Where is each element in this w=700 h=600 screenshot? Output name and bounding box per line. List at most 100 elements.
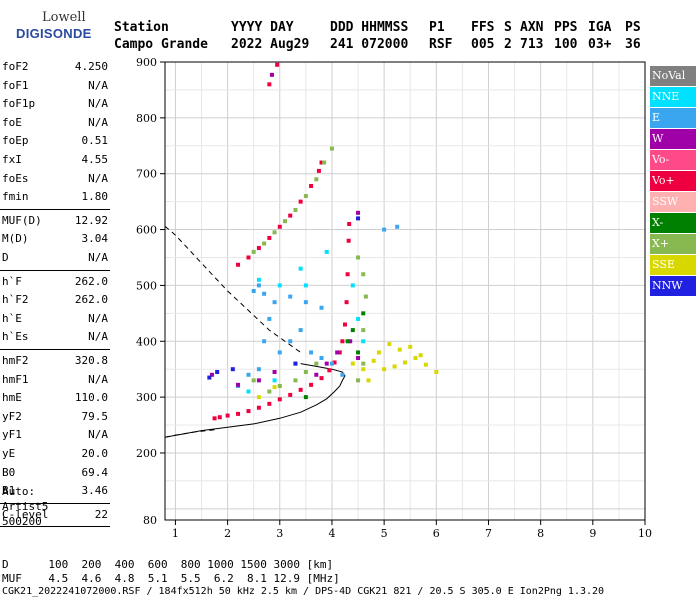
header-date-value: 2022 Aug29 (231, 37, 310, 52)
y-tick-label: 900 (136, 56, 157, 69)
param-value: 110.0 (74, 391, 108, 405)
param-key: MUF(D) (2, 213, 42, 227)
echo-point (366, 378, 371, 383)
profile-dashed-bottom (164, 429, 218, 438)
echo-point (275, 62, 280, 67)
param-key: B0 (2, 465, 16, 479)
param-key: yF2 (2, 409, 22, 423)
echo-point (283, 219, 287, 224)
param-row: foF1 N/A (0, 77, 110, 95)
echo-point (251, 289, 256, 293)
echo-point (267, 389, 272, 394)
echo-point (267, 401, 272, 406)
header-p1-value: RSF (429, 37, 453, 52)
param-key: h`F (2, 274, 22, 288)
profile-dashed-curve (164, 225, 301, 353)
legend-item: SSW (650, 192, 696, 212)
echo-point (314, 361, 319, 366)
header-time-label: DDD HHMMSS (330, 20, 409, 35)
echo-point (356, 210, 361, 215)
echo-point (251, 378, 256, 383)
echo-point (303, 300, 308, 305)
header-axn-value: 713 (520, 37, 544, 52)
param-row: hmF1 N/A (0, 371, 110, 389)
logo-line1: Lowell (42, 10, 86, 25)
digisonde-logo: Lowell DIGISONDE (4, 6, 104, 46)
param-key: D (2, 251, 9, 264)
param-row: hmE 110.0 (0, 389, 110, 407)
echo-point (356, 350, 361, 355)
param-row: yF1 N/A (0, 426, 110, 444)
param-value: 69.4 (81, 465, 109, 479)
param-row: D N/A (0, 249, 110, 267)
echo-point (361, 311, 366, 316)
echo-point (236, 262, 241, 267)
logo-line2: DIGISONDE (16, 26, 92, 41)
param-row: M(D) 3.04 (0, 230, 110, 248)
param-row: hmF2 320.8 (0, 352, 110, 370)
param-key: h`F2 (2, 293, 29, 307)
header-iga-label: IGA (588, 20, 612, 35)
param-key: foE (2, 115, 22, 129)
echo-point (343, 322, 347, 327)
param-value: N/A (88, 171, 108, 185)
echo-point (293, 378, 298, 383)
echo-point (256, 277, 261, 282)
echo-point (423, 362, 428, 367)
param-key: hmF2 (2, 354, 29, 367)
param-key: foEp (2, 134, 29, 148)
echo-point (272, 385, 277, 390)
echo-point (382, 367, 387, 372)
echo-point (246, 409, 251, 414)
echo-point (225, 413, 230, 418)
echo-point (209, 372, 214, 377)
x-tick-label: 6 (433, 527, 440, 540)
echo-point (256, 367, 261, 372)
header-time-value: 241 072000 (330, 37, 409, 52)
legend-item: X- (650, 213, 696, 233)
param-row: h`F2 262.0 (0, 291, 110, 309)
param-row: fxI 4.55 (0, 151, 110, 169)
x-tick-label: 3 (276, 527, 283, 540)
header-ffs-value: 005 (471, 37, 495, 52)
echo-point (256, 378, 261, 383)
echo-point (246, 255, 251, 260)
echo-point (356, 316, 361, 321)
echo-point (382, 227, 387, 232)
y-tick-label: 200 (136, 447, 157, 460)
x-tick-label: 8 (537, 527, 544, 540)
param-row: MUF(D) 12.92 (0, 212, 110, 230)
echo-point (236, 411, 241, 416)
param-row: C-level 22 (0, 506, 110, 524)
echo-point (395, 224, 400, 229)
legend: NoVal NNE E W Vo- Vo+ SSW X- X+ SSE NNW (650, 66, 696, 297)
param-key: M(D) (2, 232, 29, 246)
echo-point (272, 300, 277, 305)
param-row: foEs N/A (0, 170, 110, 188)
echo-point (267, 82, 272, 87)
echo-point (309, 350, 314, 355)
header-date-label: YYYY DAY (231, 20, 294, 35)
echo-point (256, 405, 261, 410)
param-value: 3.04 (81, 232, 109, 246)
echo-point (319, 356, 324, 361)
param-key: foEs (2, 171, 29, 185)
legend-item: Vo+ (650, 171, 696, 191)
echo-point (345, 272, 350, 277)
header-pps-value: 100 (554, 37, 578, 52)
param-key: fmin (2, 190, 29, 204)
param-key: hmF1 (2, 372, 29, 386)
param-key: fxI (2, 153, 22, 166)
y-tick-label: 600 (136, 224, 157, 237)
param-value: N/A (88, 330, 108, 344)
echo-point (303, 369, 308, 374)
header-ffs-label: FFS (471, 20, 495, 35)
echo-point (288, 213, 293, 218)
echo-point (303, 283, 308, 288)
param-row: h`Es N/A (0, 328, 110, 346)
echo-point (293, 361, 298, 366)
legend-item: E (650, 108, 696, 128)
param-key: h`Es (2, 330, 29, 344)
param-value: N/A (88, 97, 108, 111)
